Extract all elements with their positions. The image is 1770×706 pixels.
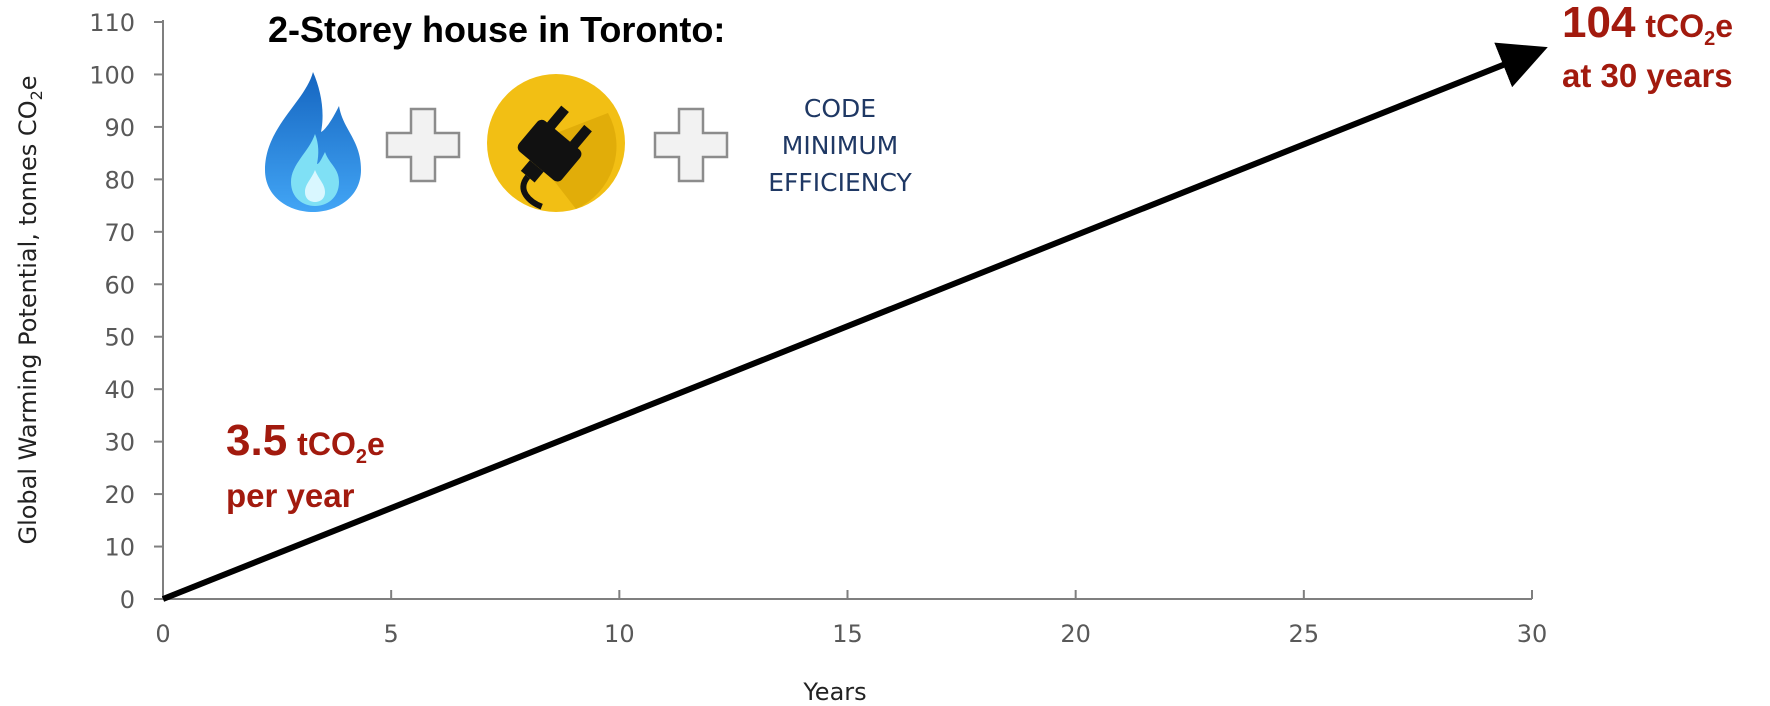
- y-axis: 0 10 20 30 40 50 60 70 80 90 100 110: [89, 9, 164, 614]
- annotation-rate-unit-suffix: e: [367, 426, 385, 462]
- y-tick-label: 0: [120, 586, 135, 614]
- plus-icon: [385, 107, 461, 183]
- annotation-total-unit-suffix: e: [1715, 8, 1733, 44]
- x-axis-title: Years: [802, 678, 866, 706]
- annotation-rate-value: 3.5: [226, 416, 287, 465]
- x-tick-label: 10: [604, 620, 635, 648]
- x-tick-label: 15: [832, 620, 863, 648]
- annotation-rate: 3.5 tCO2e per year: [226, 416, 385, 514]
- annotation-total-unit-sub: 2: [1704, 28, 1715, 50]
- code-text-line-1: CODE: [804, 94, 876, 123]
- y-axis-title: Global Warming Potential, tonnes CO2e: [14, 75, 46, 544]
- y-tick-label: 10: [104, 534, 135, 562]
- y-tick-label: 30: [104, 429, 135, 457]
- code-minimum-efficiency-text: CODE MINIMUM EFFICIENCY: [768, 94, 912, 197]
- y-tick-label: 50: [104, 324, 135, 352]
- x-tick-label: 20: [1060, 620, 1091, 648]
- annotation-rate-unit: tCO: [297, 426, 356, 462]
- y-tick-label: 40: [104, 376, 135, 404]
- flame-icon: [265, 72, 361, 212]
- annotation-rate-unit-sub: 2: [356, 446, 367, 468]
- x-tick-label: 5: [384, 620, 399, 648]
- annotation-total: 104 tCO2e at 30 years: [1562, 0, 1733, 94]
- chart-title: 2-Storey house in Toronto:: [268, 9, 725, 50]
- series-line: [161, 42, 1548, 602]
- plus-icon: [653, 107, 729, 183]
- y-tick-label: 110: [89, 9, 135, 37]
- x-ticks: 0 5 10 15 20 25 30: [155, 590, 1547, 648]
- electric-plug-icon: [487, 74, 625, 212]
- annotation-total-line2: at 30 years: [1562, 57, 1733, 94]
- y-tick-label: 70: [104, 219, 135, 247]
- y-tick-label: 60: [104, 271, 135, 299]
- y-tick-label: 90: [104, 114, 135, 142]
- y-ticks: 0 10 20 30 40 50 60 70 80 90 100 110: [89, 9, 163, 614]
- y-tick-label: 80: [104, 166, 135, 194]
- y-tick-label: 20: [104, 481, 135, 509]
- x-axis: 0 5 10 15 20 25 30: [155, 590, 1547, 648]
- y-axis-title-main: Global Warming Potential, tonnes CO: [14, 100, 42, 544]
- annotation-total-unit: tCO: [1645, 8, 1704, 44]
- x-tick-label: 0: [155, 620, 170, 648]
- series-group: [161, 42, 1548, 602]
- code-text-line-2: MINIMUM: [782, 131, 898, 160]
- annotation-rate-line2: per year: [226, 477, 355, 514]
- x-tick-label: 25: [1289, 620, 1320, 648]
- x-tick-label: 30: [1517, 620, 1548, 648]
- annotation-total-value: 104: [1562, 0, 1636, 47]
- code-text-line-3: EFFICIENCY: [768, 168, 912, 197]
- y-axis-title-sub: 2: [27, 90, 46, 100]
- y-axis-title-suffix: e: [14, 75, 42, 90]
- y-tick-label: 100: [89, 61, 135, 89]
